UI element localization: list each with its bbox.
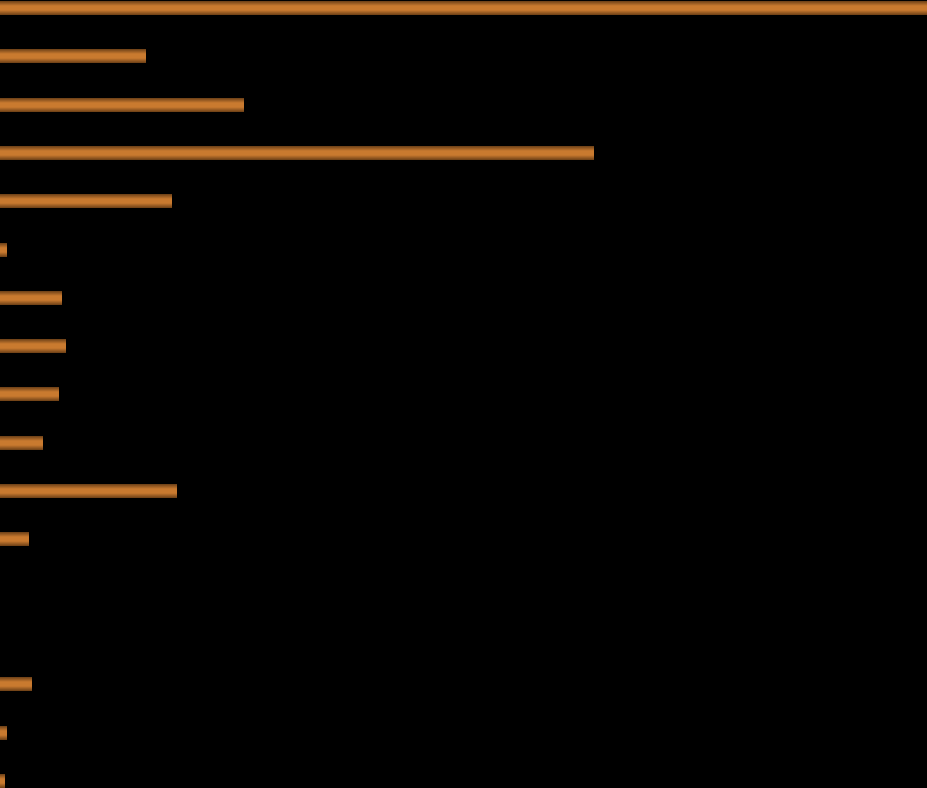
bar-10 [0,484,177,498]
bar-11 [0,532,29,546]
bar-5 [0,243,7,257]
bar-9 [0,436,43,450]
bar-2 [0,98,244,112]
bar-7 [0,339,66,353]
bar-14 [0,677,32,691]
bar-8 [0,387,59,401]
bar-6 [0,291,62,305]
bar-16 [0,774,5,788]
bar-15 [0,726,7,740]
bar-4 [0,194,172,208]
bar-3 [0,146,594,160]
bar-1 [0,49,146,63]
bar-0 [0,1,927,15]
horizontal-bar-chart [0,0,927,788]
